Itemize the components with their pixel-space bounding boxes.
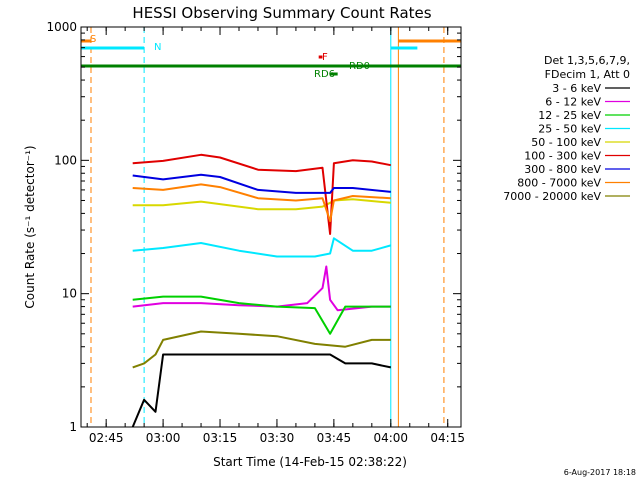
series-lines (131, 153, 392, 428)
series-line-100-300-kev (132, 153, 391, 235)
series-line-50-100-kev (132, 198, 391, 211)
annotation-rd6: RD6 (314, 69, 335, 80)
series-line-12-25-kev (132, 295, 391, 335)
y-tick-label: 1000 (46, 20, 77, 34)
series-line-6-12-kev (132, 265, 391, 312)
x-tick-label: 03:00 (146, 431, 181, 445)
x-tick-label: 04:00 (373, 431, 408, 445)
legend-label-6-12-kev: 6 - 12 keV (545, 96, 601, 109)
legend: Det 1,3,5,6,7,9,FDecim 1, Att 03 - 6 keV… (503, 54, 630, 203)
footer-timestamp: 6-Aug-2017 18:18 (564, 468, 636, 477)
x-tick-label: 03:45 (317, 431, 352, 445)
y-tick-label: 10 (62, 287, 77, 301)
legend-label-7000-20000-kev: 7000 - 20000 keV (503, 190, 601, 203)
x-axis-label: Start Time (14-Feb-15 02:38:22) (213, 455, 407, 469)
y-axis-label: Count Rate (s⁻¹ detector⁻¹) (23, 145, 37, 308)
flag-bars: S N F RD0 RD6 (81, 34, 461, 80)
legend-label-800-7000-kev: 800 - 7000 keV (517, 177, 601, 190)
annotation-rd0: RD0 (349, 61, 370, 72)
series-line-800-7000-kev (132, 183, 391, 223)
plot-frame (80, 26, 462, 428)
legend-label-25-50-kev: 25 - 50 keV (538, 123, 601, 136)
legend-label-12-25-kev: 12 - 25 keV (538, 109, 601, 122)
x-tick-label: 02:45 (89, 431, 124, 445)
x-tick-label: 03:15 (203, 431, 238, 445)
y-tick-label: 1 (69, 420, 77, 434)
series-line-25-50-kev (132, 237, 392, 258)
chart-title: HESSI Observing Summary Count Rates (132, 4, 431, 22)
annotation-n: N (154, 42, 161, 53)
x-tick-label: 03:30 (260, 431, 295, 445)
legend-header-line: FDecim 1, Att 0 (545, 68, 630, 81)
legend-header-line: Det 1,3,5,6,7,9, (544, 54, 630, 67)
legend-label-3-6-kev: 3 - 6 keV (552, 82, 601, 95)
legend-label-300-800-kev: 300 - 800 keV (524, 163, 601, 176)
annotation-f: F (322, 52, 328, 63)
legend-label-50-100-kev: 50 - 100 keV (531, 136, 601, 149)
series-line-3-6-kev (131, 353, 392, 428)
vertical-markers (80, 27, 462, 427)
legend-label-100-300-kev: 100 - 300 keV (524, 150, 601, 163)
y-tick-label: 100 (54, 153, 77, 167)
annotation-s: S (90, 34, 96, 45)
series-line-7000-20000-kev (132, 330, 391, 369)
x-tick-label: 04:15 (430, 431, 465, 445)
series-line-300-800-kev (132, 173, 391, 194)
axis-ticks: 02:45 03:00 03:15 03:30 03:45 04:00 04:15 1 10 10… (46, 20, 465, 445)
